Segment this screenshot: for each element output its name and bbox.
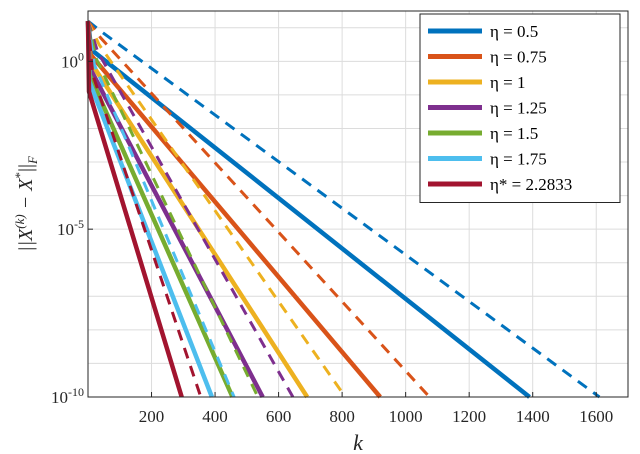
y-axis-label: ||X(k) − X*||F xyxy=(12,155,40,252)
series-3-solid-line xyxy=(85,21,265,399)
x-tick-label: 1600 xyxy=(579,407,613,426)
x-axis-label-text: k xyxy=(353,430,364,454)
legend-entry-6: η* = 2.2833 xyxy=(490,175,572,194)
legend-entry-4: η = 1.5 xyxy=(490,124,538,143)
x-axis-ticks: 200 400 600 800 1000 1200 1400 1600 xyxy=(139,392,613,426)
y-axis-ticks: 100 10-5 10-10 xyxy=(51,49,93,407)
legend-entry-1: η = 0.75 xyxy=(490,48,547,67)
y-tick-label: 10-5 xyxy=(57,217,84,239)
x-tick-label: 1200 xyxy=(452,407,486,426)
y-axis-label-text: ||X(k) − X*||F xyxy=(12,155,40,252)
legend-entry-3: η = 1.25 xyxy=(490,99,547,118)
x-tick-label: 1000 xyxy=(389,407,423,426)
x-tick-label: 200 xyxy=(139,407,165,426)
y-tick-label: 100 xyxy=(61,49,84,71)
x-tick-label: 1400 xyxy=(516,407,550,426)
x-tick-label: 600 xyxy=(266,407,292,426)
y-tick-label: 10-10 xyxy=(51,385,84,407)
x-tick-label: 400 xyxy=(202,407,228,426)
series-4-dashed-line xyxy=(86,20,260,398)
legend-entry-0: η = 0.5 xyxy=(490,22,538,41)
series-5-dashed-line xyxy=(86,20,236,398)
legend: η = 0.5 η = 0.75 η = 1 η = 1.25 η = 1.5 η = 1… xyxy=(419,13,621,203)
x-axis-label: k xyxy=(353,430,364,454)
legend-entry-2: η = 1 xyxy=(490,73,525,92)
legend-entry-5: η = 1.75 xyxy=(490,150,547,169)
x-tick-label: 800 xyxy=(329,407,355,426)
plot-frame xyxy=(87,10,629,398)
